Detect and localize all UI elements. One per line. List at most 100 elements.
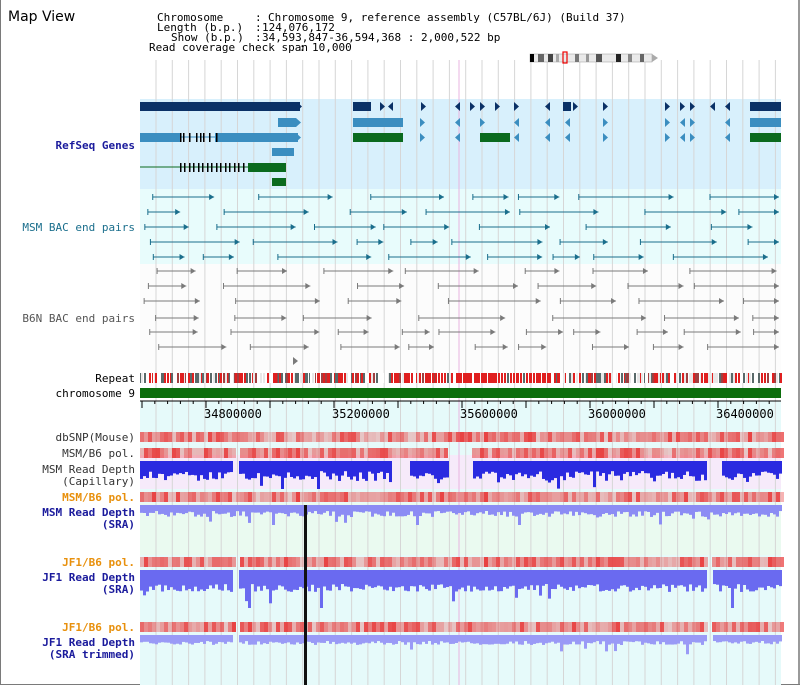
polymorphism-cell <box>700 432 704 442</box>
polymorphism-cell <box>760 492 764 502</box>
read-depth-bar <box>338 570 341 591</box>
bac-end-arrow <box>638 254 644 260</box>
read-depth-bar <box>164 635 167 643</box>
polymorphism-cell <box>264 492 268 502</box>
track-label-msm-depth-sra-1[interactable]: MSM Read Depth <box>42 506 135 519</box>
read-depth-bar <box>650 505 653 517</box>
track-label-jf1-b6-pol-2[interactable]: JF1/B6 pol. <box>62 621 135 634</box>
polymorphism-cell <box>700 448 704 458</box>
polymorphism-cell <box>520 622 524 632</box>
repeat-element <box>260 373 262 383</box>
read-depth-bar <box>377 505 380 515</box>
track-label-jf1-b6-pol-1[interactable]: JF1/B6 pol. <box>62 556 135 569</box>
polymorphism-cell <box>420 622 424 632</box>
polymorphism-cell <box>776 557 780 567</box>
polymorphism-cell <box>252 448 256 458</box>
read-depth-bar <box>482 461 485 474</box>
repeat-element <box>755 373 757 383</box>
read-depth-bar <box>596 570 599 585</box>
polymorphism-cell <box>356 448 360 458</box>
read-depth-bar <box>536 505 539 515</box>
read-depth-bar <box>344 570 347 587</box>
info-colon-1: : <box>255 11 262 24</box>
gene-arrow <box>296 118 301 127</box>
read-depth-bar <box>182 461 185 475</box>
read-depth-bar <box>305 461 308 476</box>
track-label-msm-b6-pol-2[interactable]: MSM/B6 pol. <box>62 491 135 504</box>
read-depth-bar <box>278 505 281 513</box>
polymorphism-cell <box>220 432 224 442</box>
polymorphism-cell <box>416 448 420 458</box>
repeat-element <box>291 373 293 383</box>
read-depth-bar <box>284 635 287 644</box>
polymorphism-cell <box>536 622 540 632</box>
track-label-repeat[interactable]: Repeat <box>95 372 135 385</box>
polymorphism-cell <box>156 557 160 567</box>
polymorphism-cell <box>436 448 440 458</box>
polymorphism-cell <box>632 622 636 632</box>
polymorphism-cell <box>352 448 356 458</box>
polymorphism-cell <box>616 622 620 632</box>
read-depth-bar <box>536 461 539 475</box>
polymorphism-cell <box>668 622 672 632</box>
track-label-msm-depth-capillary-1[interactable]: MSM Read Depth <box>42 463 135 476</box>
read-depth-bar <box>566 461 569 473</box>
polymorphism-cell <box>372 557 376 567</box>
polymorphism-cell <box>376 448 380 458</box>
position-marker <box>304 505 307 685</box>
read-depth-bar <box>755 461 758 476</box>
info-span-value: 10,000 <box>312 41 352 54</box>
read-depth-bar <box>614 570 617 592</box>
polymorphism-cell <box>604 622 608 632</box>
polymorphism-cell <box>248 557 252 567</box>
repeat-element <box>237 373 239 383</box>
polymorphism-cell <box>736 448 740 458</box>
read-depth-bar <box>254 635 257 645</box>
polymorphism-cell <box>660 557 664 567</box>
repeat-element <box>743 373 745 383</box>
read-depth-bar <box>398 505 401 517</box>
polymorphism-cell <box>680 622 684 632</box>
read-depth-bar <box>350 635 353 644</box>
track-label-refseq-genes[interactable]: RefSeq Genes <box>55 139 135 152</box>
repeat-element <box>312 373 314 383</box>
read-depth-bar <box>638 505 641 512</box>
read-depth-bar <box>299 505 302 516</box>
repeat-element <box>328 373 330 383</box>
polymorphism-cell <box>164 432 168 442</box>
track-label-msm-b6-pol-1[interactable]: MSM/B6 pol. <box>62 447 135 460</box>
repeat-element <box>725 373 727 383</box>
polymorphism-cell <box>216 448 220 458</box>
polymorphism-cell <box>668 448 672 458</box>
track-label-b6n-bac[interactable]: B6N BAC end pairs <box>22 312 135 325</box>
read-depth-bar <box>236 505 239 512</box>
read-depth-bar <box>482 570 485 591</box>
read-depth-bar <box>767 461 770 473</box>
read-depth-bar <box>275 461 278 476</box>
track-label-dbsnp[interactable]: dbSNP(Mouse) <box>55 431 135 444</box>
polymorphism-cell <box>540 448 544 458</box>
polymorphism-cell <box>704 492 708 502</box>
track-label-chromosome[interactable]: chromosome 9 <box>55 387 135 400</box>
repeat-element <box>721 373 723 383</box>
polymorphism-cell <box>720 432 724 442</box>
read-depth-bar <box>623 505 626 513</box>
read-depth-bar <box>281 570 284 587</box>
polymorphism-cell <box>576 492 580 502</box>
read-depth-bar <box>551 505 554 514</box>
track-label-msm-bac[interactable]: MSM BAC end pairs <box>22 221 135 234</box>
read-depth-bar <box>773 505 776 515</box>
track-label-jf1-depth-sra-1[interactable]: JF1 Read Depth <box>42 571 135 584</box>
repeat-element <box>408 373 410 383</box>
read-depth-bar <box>569 635 572 645</box>
polymorphism-cell <box>160 448 164 458</box>
read-depth-bar <box>599 505 602 517</box>
read-depth-bar <box>401 635 404 643</box>
polymorphism-cell <box>448 492 452 502</box>
repeat-element <box>253 373 255 383</box>
polymorphism-cell <box>252 492 256 502</box>
repeat-element <box>451 373 453 383</box>
polymorphism-cell <box>480 622 484 632</box>
track-label-jf1-depth-trimmed-1[interactable]: JF1 Read Depth <box>42 636 135 649</box>
